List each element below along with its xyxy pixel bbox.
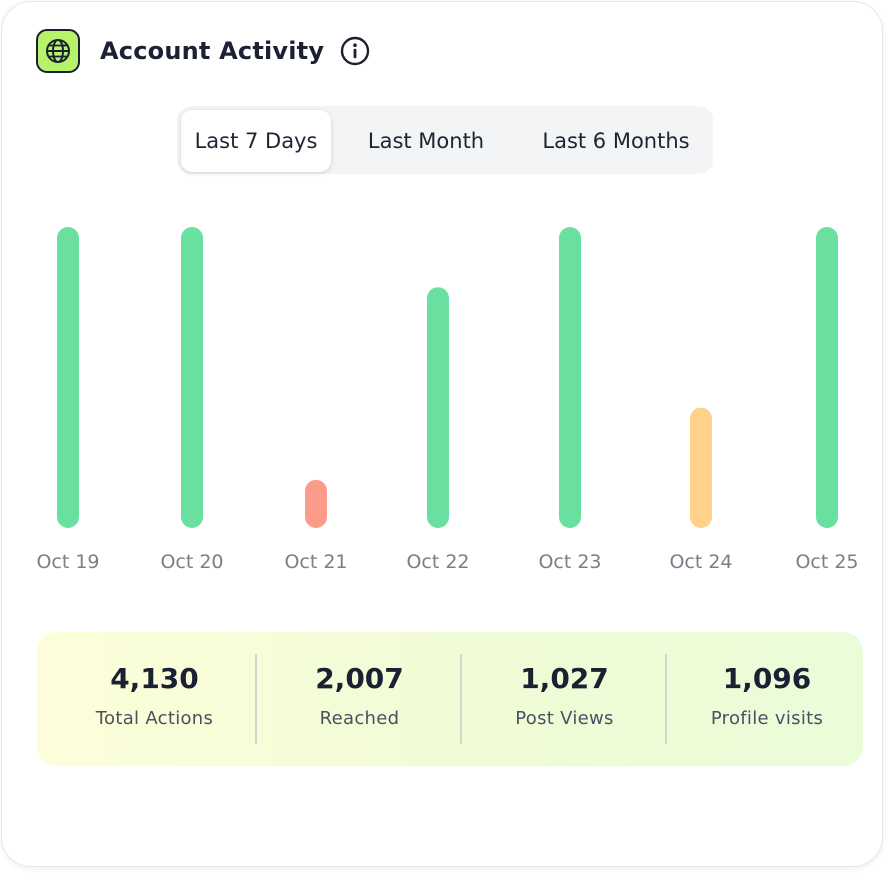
stat-reached: 2,007 Reached xyxy=(257,632,462,766)
stat-total-actions: 4,130 Total Actions xyxy=(47,632,262,766)
bar-oct-24[interactable] xyxy=(690,407,712,528)
stat-divider xyxy=(665,654,667,744)
card-header: Account Activity xyxy=(36,26,370,76)
x-axis-label: Oct 21 xyxy=(284,551,347,573)
activity-bar-chart: Oct 19 Oct 20 Oct 21 Oct 22 Oct 23 Oct 24 Oct … xyxy=(36,227,859,573)
bar-oct-22[interactable] xyxy=(427,287,449,528)
period-tabs: Last 7 Days Last Month Last 6 Months xyxy=(177,106,713,174)
stat-value: 4,130 xyxy=(110,662,199,695)
stat-label: Reached xyxy=(319,708,400,729)
x-axis-label: Oct 25 xyxy=(795,551,858,573)
stat-label: Post Views xyxy=(515,708,614,729)
globe-icon xyxy=(36,29,80,73)
card-title: Account Activity xyxy=(100,37,325,65)
stats-summary: 4,130 Total Actions 2,007 Reached 1,027 … xyxy=(37,632,863,766)
stat-post-views: 1,027 Post Views xyxy=(462,632,667,766)
x-axis-label: Oct 22 xyxy=(406,551,469,573)
stat-profile-visits: 1,096 Profile visits xyxy=(667,632,867,766)
bar-oct-21[interactable] xyxy=(305,479,327,528)
bar-oct-20[interactable] xyxy=(181,227,203,528)
stat-value: 1,027 xyxy=(520,662,609,695)
stat-value: 1,096 xyxy=(722,662,812,695)
stat-label: Total Actions xyxy=(95,708,214,729)
stat-divider xyxy=(255,654,257,744)
stat-value: 2,007 xyxy=(315,662,404,695)
bar-oct-19[interactable] xyxy=(57,227,79,528)
stat-divider xyxy=(460,654,462,744)
tab-last-month[interactable]: Last Month xyxy=(367,129,485,153)
info-icon[interactable] xyxy=(340,36,370,66)
bar-oct-25[interactable] xyxy=(816,227,838,528)
tab-last-6-months[interactable]: Last 6 Months xyxy=(542,129,690,153)
bar-oct-23[interactable] xyxy=(559,227,581,528)
x-axis-label: Oct 20 xyxy=(160,551,223,573)
stat-label: Profile visits xyxy=(710,708,824,729)
x-axis-label: Oct 19 xyxy=(36,551,99,573)
tab-last-7-days[interactable]: Last 7 Days xyxy=(181,110,331,172)
x-axis-label: Oct 24 xyxy=(669,551,732,573)
x-axis-label: Oct 23 xyxy=(538,551,601,573)
